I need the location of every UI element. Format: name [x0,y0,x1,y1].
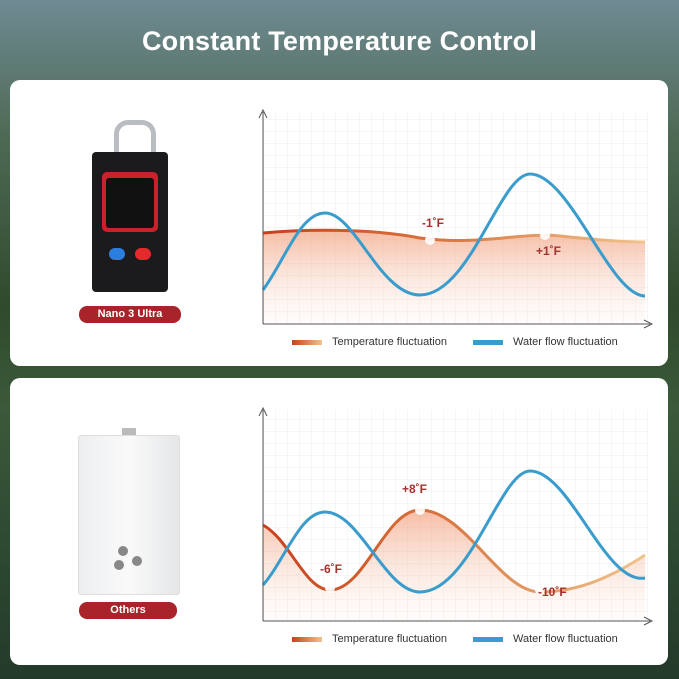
legend-label: Water flow fluctuation [513,336,618,348]
annotation-marker [325,583,335,593]
legend-temperature: Temperature fluctuation [292,336,447,348]
annotation-label: -10˚F [538,585,567,599]
nano-3-ultra-heater-image [92,120,168,295]
legend-swatch [473,636,503,642]
annotation-label: -6˚F [320,562,342,576]
temperature-area [263,510,645,621]
annotation-label: +1˚F [536,244,562,258]
legend-water: Water flow fluctuation [473,336,618,348]
annotation-marker [535,585,545,595]
product-badge: Others [79,602,177,619]
legend-swatch [292,339,322,345]
chart-axes [258,406,654,626]
other-heater-image [78,428,180,595]
chart-axes [258,108,654,329]
annotation-marker [425,235,435,245]
water-flow-line [261,469,646,594]
legend-swatch [292,636,322,642]
water-flow-line [261,172,646,298]
legend-label: Water flow fluctuation [513,633,618,645]
legend-temperature: Temperature fluctuation [292,633,447,645]
annotation-marker [540,230,550,240]
page-title: Constant Temperature Control [141,26,538,56]
annotation-label: +8˚F [402,482,428,496]
product-badge: Nano 3 Ultra [79,306,181,323]
annotation-marker [415,505,425,515]
annotation-label: -1˚F [422,216,444,230]
legend-label: Temperature fluctuation [332,336,447,348]
legend-label: Temperature fluctuation [332,633,447,645]
legend-swatch [473,339,503,345]
legend-water: Water flow fluctuation [473,633,618,645]
